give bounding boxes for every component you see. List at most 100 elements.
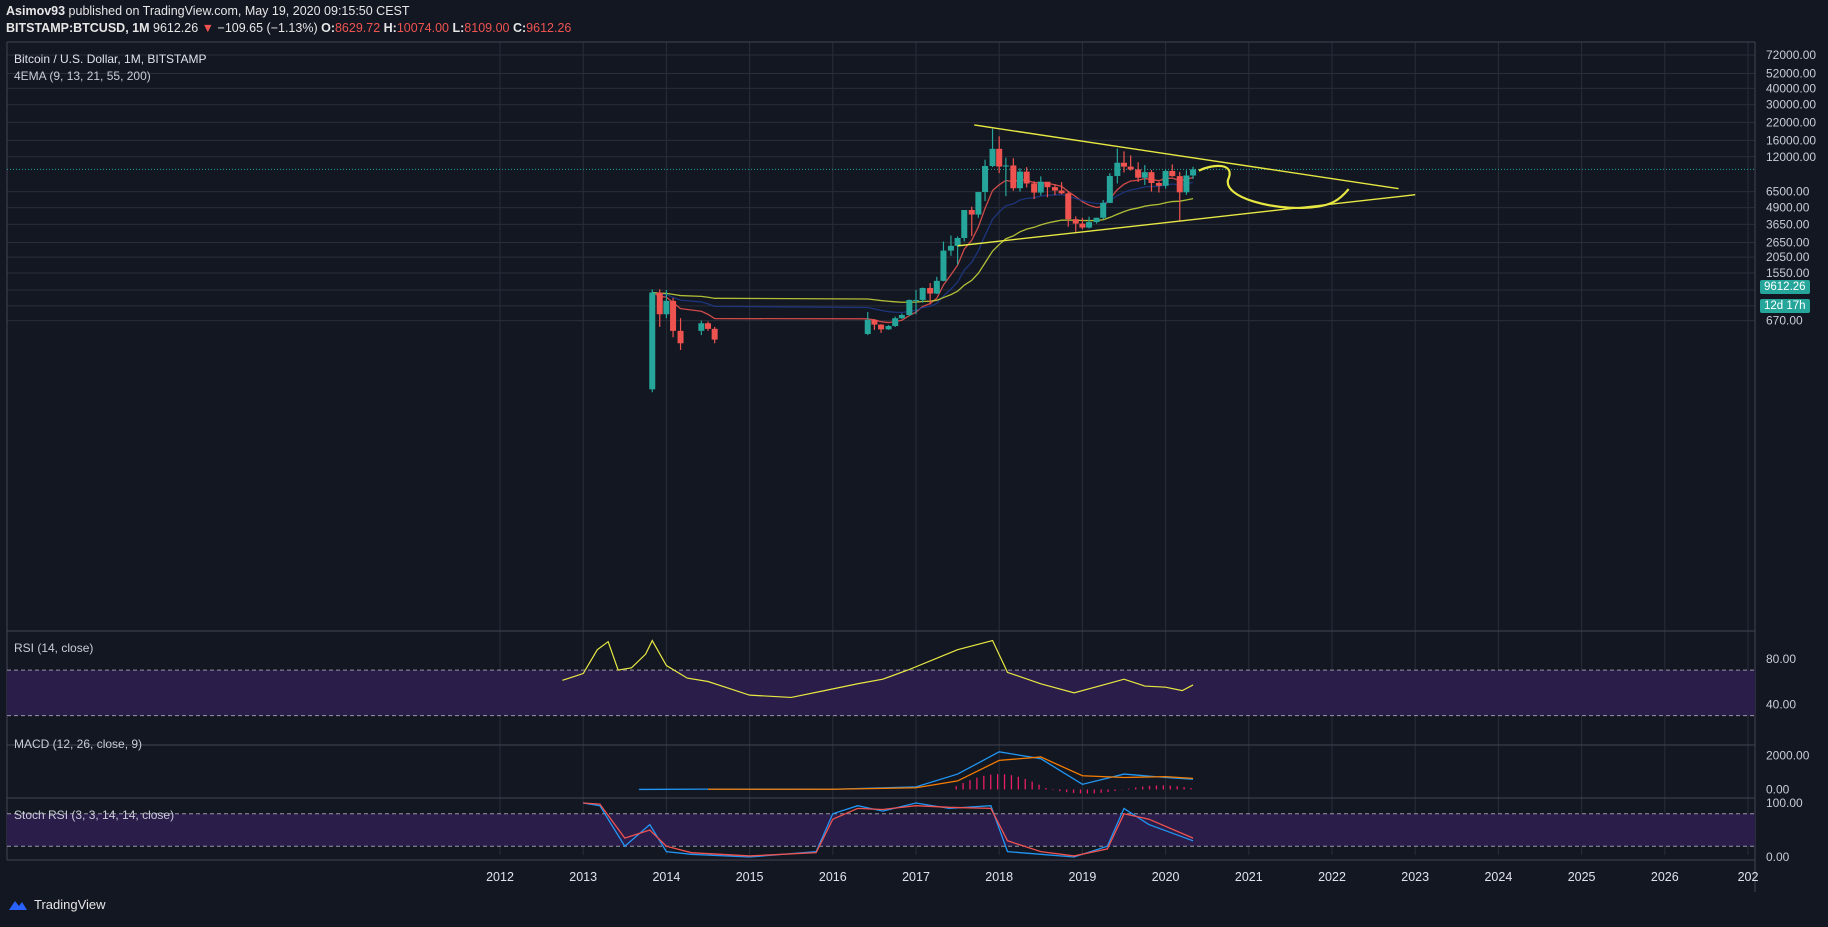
tradingview-brand[interactable]: TradingView xyxy=(8,897,106,912)
price-axis-tick: 22000.00 xyxy=(1766,115,1816,129)
time-axis-tick: 2021 xyxy=(1235,870,1263,884)
price-axis-tick: 30000.00 xyxy=(1766,98,1816,112)
time-axis-tick: 2014 xyxy=(652,870,680,884)
candle-body xyxy=(878,324,885,330)
candle-body xyxy=(1031,183,1038,193)
candle-body xyxy=(954,238,961,246)
publication-line: Asimov93 published on TradingView.com, M… xyxy=(6,4,410,18)
candle-body xyxy=(1169,170,1176,177)
time-axis-tick: 2017 xyxy=(902,870,930,884)
candle-body xyxy=(1155,183,1162,186)
price-axis-tick: 670.00 xyxy=(1766,314,1803,328)
macd-pane-title: MACD (12, 26, close, 9) xyxy=(14,737,143,751)
last-price-badge: 9612.26 xyxy=(1760,280,1810,294)
candle-body xyxy=(1121,162,1127,167)
ascending-trendline xyxy=(957,194,1416,247)
candle-body xyxy=(989,148,996,167)
stoch-rsi-pane: 100.00 0.00 xyxy=(7,796,1803,864)
candle-body xyxy=(1190,169,1197,176)
rsi-line xyxy=(562,639,1194,699)
price-axis-tick: 12000.00 xyxy=(1766,150,1816,164)
candle-body xyxy=(1114,162,1121,176)
stoch-k-line xyxy=(583,802,1194,858)
candle-body xyxy=(933,280,940,294)
brand-label: TradingView xyxy=(34,897,106,912)
time-axis-tick: 2020 xyxy=(1152,870,1180,884)
candle-body xyxy=(649,292,656,390)
macd-signal-line xyxy=(708,756,1194,790)
candle-body xyxy=(1002,165,1009,167)
descending-trendline xyxy=(974,124,1399,190)
candle-body xyxy=(670,300,677,331)
projected-path-curve xyxy=(1198,164,1350,210)
candle-body xyxy=(1065,193,1072,220)
stoch-d-line xyxy=(583,802,1194,857)
time-axis-tick: 2016 xyxy=(819,870,847,884)
candle-body xyxy=(968,210,975,215)
price-axis-tick: 40000.00 xyxy=(1766,81,1816,95)
candle-body xyxy=(1141,172,1148,178)
candle-body xyxy=(1100,202,1107,218)
macd-pane: 2000.00 0.00 xyxy=(638,748,1810,796)
candlestick-series xyxy=(649,128,1197,393)
rsi-pane: 80.00 40.00 xyxy=(7,639,1796,717)
ohlc-line: BITSTAMP:BTCUSD, 1M 9612.26 ▼ −109.65 (−… xyxy=(6,21,571,35)
candle-body xyxy=(1127,166,1134,170)
candle-body xyxy=(906,299,913,316)
time-axis-tick: 2015 xyxy=(736,870,764,884)
candle-body xyxy=(982,166,989,193)
macd-axis-tick: 2000.00 xyxy=(1766,748,1810,762)
rsi-band xyxy=(7,670,1755,716)
close-label: C: xyxy=(512,21,527,35)
candle-body xyxy=(1183,175,1190,193)
candle-body xyxy=(1079,223,1086,228)
macd-axis-tick: 0.00 xyxy=(1766,782,1790,796)
stoch-pane-title: Stoch RSI (3, 3, 14, 14, close) xyxy=(14,808,175,822)
low-value: 8109.00 xyxy=(464,21,510,35)
candle-body xyxy=(996,148,1003,167)
candle-body xyxy=(1176,176,1183,193)
candle-body xyxy=(892,318,899,326)
candle-body xyxy=(698,323,705,331)
candle-body xyxy=(927,288,934,294)
candle-body xyxy=(864,319,871,334)
ema-55-line xyxy=(652,197,1194,303)
trendline-drawings[interactable] xyxy=(957,124,1416,247)
candle-body xyxy=(961,210,968,239)
candle-body xyxy=(1093,217,1100,223)
candle-body xyxy=(1051,187,1058,191)
rsi-axis-tick: 40.00 xyxy=(1766,697,1796,711)
time-axis-tick: 2022 xyxy=(1318,870,1346,884)
time-axis-tick: 2023 xyxy=(1401,870,1429,884)
candle-body xyxy=(1058,190,1065,194)
price-axis-tick: 72000.00 xyxy=(1766,48,1816,62)
time-axis-tick: 2025 xyxy=(1568,870,1596,884)
time-axis-tick: 2013 xyxy=(569,870,597,884)
candle-body xyxy=(919,288,926,300)
low-label: L: xyxy=(452,21,465,35)
candle-body xyxy=(1010,165,1017,189)
candle-body xyxy=(1072,219,1079,224)
symbol-label[interactable]: BITSTAMP:BTCUSD, 1M xyxy=(6,21,150,35)
high-label: H: xyxy=(383,21,397,35)
stoch-axis-tick: 0.00 xyxy=(1766,850,1790,864)
author-name[interactable]: Asimov93 xyxy=(6,4,66,18)
candle-body xyxy=(663,300,670,315)
close-value: 9612.26 xyxy=(526,21,572,35)
publication-info: published on TradingView.com, May 19, 20… xyxy=(68,4,410,18)
candle-body xyxy=(885,325,892,330)
time-axis-tick: 2024 xyxy=(1484,870,1512,884)
candle-body xyxy=(913,299,919,301)
ema-21-line xyxy=(652,181,1194,314)
stoch-axis-tick: 100.00 xyxy=(1766,796,1803,810)
candle-body xyxy=(1017,171,1023,189)
candle-body xyxy=(947,245,954,251)
open-label: O: xyxy=(321,21,335,35)
time-axis-tick: 2026 xyxy=(1651,870,1679,884)
candle-body xyxy=(898,315,905,319)
ema-pane-title: 4EMA (9, 13, 21, 55, 200) xyxy=(14,69,151,83)
rsi-pane-title: RSI (14, close) xyxy=(14,641,94,655)
candle-body xyxy=(975,192,982,215)
candle-body xyxy=(871,319,878,325)
